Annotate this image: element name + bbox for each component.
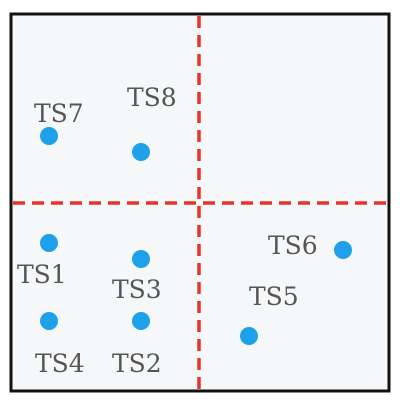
point-ts5-dot <box>240 327 258 345</box>
point-ts4: TS4 <box>35 312 85 378</box>
point-ts5: TS5 <box>240 282 299 345</box>
point-ts1-dot <box>40 234 58 252</box>
point-ts2-dot <box>132 312 150 330</box>
point-ts7-dot <box>40 127 58 145</box>
outer-frame <box>9 12 391 393</box>
point-ts4-label: TS4 <box>35 349 85 378</box>
diagram-background <box>11 14 389 391</box>
point-ts3-dot <box>132 250 150 268</box>
point-ts1: TS1 <box>17 234 67 289</box>
point-ts8-dot <box>132 143 150 161</box>
point-ts6: TS6 <box>268 231 352 260</box>
point-ts2-label: TS2 <box>112 349 162 378</box>
point-ts3-label: TS3 <box>112 275 162 304</box>
point-ts7-label: TS7 <box>34 99 84 128</box>
point-ts8-label: TS8 <box>127 83 177 112</box>
point-ts6-dot <box>334 241 352 259</box>
point-ts1-label: TS1 <box>17 260 67 289</box>
point-ts2: TS2 <box>112 312 162 378</box>
point-ts8: TS8 <box>127 83 177 161</box>
point-ts5-label: TS5 <box>249 282 299 311</box>
point-ts7: TS7 <box>34 99 84 145</box>
point-ts4-dot <box>40 312 58 330</box>
point-ts6-label: TS6 <box>268 231 318 260</box>
point-ts3: TS3 <box>112 250 162 304</box>
